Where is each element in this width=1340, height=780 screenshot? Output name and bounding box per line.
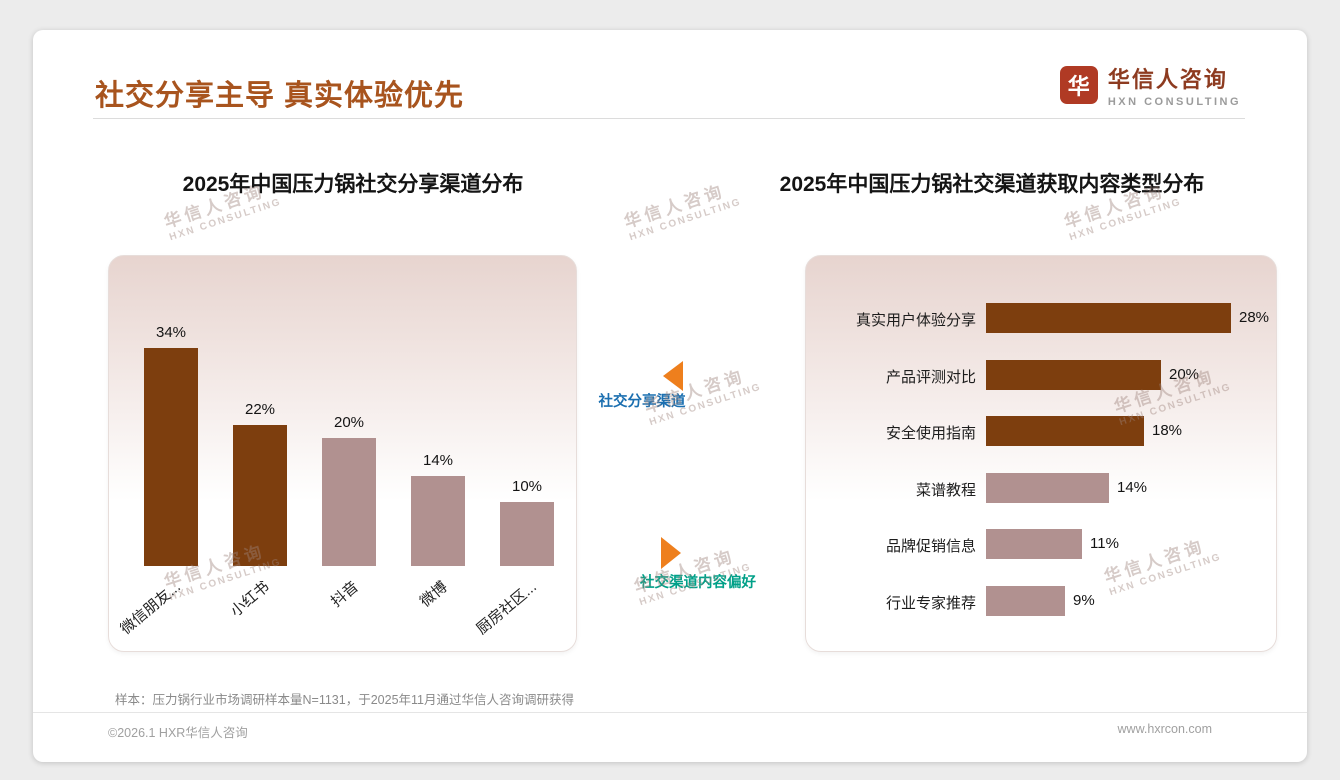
- hbar-category-5: 品牌促销信息: [885, 538, 976, 555]
- watermark-2: 华信人咨询 HXN CONSULTING: [621, 181, 743, 244]
- share-channel-chart: 34% 微信朋友... 22% 小红书 20% 抖音 14% 微博 10% 厨房社区...: [109, 256, 576, 651]
- vbar-2: [233, 425, 287, 566]
- vbar-1: [144, 348, 198, 566]
- source-note: 样本：压力锅行业市场调研样本量N=1131，于2025年11月通过华信人咨询调研…: [115, 693, 574, 707]
- vbar-category-1: 微信朋友...: [117, 578, 184, 638]
- logo-icon: 华: [1059, 66, 1098, 104]
- hbar-value-1: 28%: [1239, 309, 1270, 326]
- hbar-value-2: 20%: [1169, 366, 1200, 383]
- header-divider: [93, 118, 1245, 119]
- vbar-category-4: 微博: [416, 578, 451, 611]
- hbar-4: [986, 473, 1109, 503]
- slide-card: 社交分享主导 真实体验优先 华 华信人咨询 HXN CONSULTING 202…: [33, 30, 1307, 762]
- vbar-category-5: 厨房社区...: [473, 578, 540, 638]
- hbar-6: [986, 586, 1065, 616]
- hbar-category-2: 产品评测对比: [885, 369, 976, 386]
- vbar-value-4: 14%: [422, 452, 454, 469]
- share-channels-label: 社交分享渠道: [598, 394, 686, 410]
- hbar-value-6: 9%: [1073, 592, 1095, 609]
- hbar-2: [986, 360, 1161, 390]
- share-channel-chart-panel: 34% 微信朋友... 22% 小红书 20% 抖音 14% 微博 10% 厨房社区...: [108, 255, 577, 652]
- hbar-1: [986, 303, 1231, 333]
- hbar-category-3: 安全使用指南: [885, 425, 976, 442]
- hbar-category-6: 行业专家推荐: [885, 595, 976, 612]
- vbar-value-1: 34%: [155, 324, 187, 341]
- vbar-3: [322, 438, 376, 566]
- hbar-5: [986, 529, 1082, 559]
- logo-tagline: HXN CONSULTING: [1107, 96, 1241, 108]
- page-title: 社交分享主导 真实体验优先: [95, 80, 465, 112]
- hbar-3: [986, 416, 1144, 446]
- left-chart-title: 2025年中国压力锅社交分享渠道分布: [182, 173, 524, 196]
- vbar-5: [500, 502, 554, 566]
- logo: 华 华信人咨询 HXN CONSULTING: [1059, 62, 1241, 108]
- vbar-category-2: 小红书: [227, 578, 273, 621]
- footer-url: www.hxrcon.com: [1117, 722, 1212, 736]
- footer-divider: [33, 712, 1307, 713]
- hbar-value-5: 11%: [1090, 535, 1119, 552]
- footer-copyright: ©2026.1 HXR华信人咨询: [108, 726, 248, 740]
- content-type-chart: 真实用户体验分享 28% 产品评测对比 20% 安全使用指南 18% 菜谱教程 14% 品牌促销…: [806, 256, 1276, 651]
- vbar-4: [411, 476, 465, 566]
- content-type-chart-panel: 真实用户体验分享 28% 产品评测对比 20% 安全使用指南 18% 菜谱教程 14% 品牌促销…: [805, 255, 1277, 652]
- hbar-value-3: 18%: [1152, 422, 1183, 439]
- vbar-value-5: 10%: [511, 478, 543, 495]
- left-arrow-icon: [663, 361, 683, 391]
- right-arrow-icon: [661, 537, 681, 569]
- vbar-value-3: 20%: [333, 414, 365, 431]
- right-chart-title: 2025年中国压力锅社交渠道获取内容类型分布: [779, 173, 1205, 196]
- vbar-category-3: 抖音: [327, 578, 362, 611]
- hbar-value-4: 14%: [1117, 479, 1148, 496]
- hbar-category-1: 真实用户体验分享: [855, 312, 976, 329]
- content-preference-label: 社交渠道内容偏好: [640, 575, 756, 591]
- hbar-category-4: 菜谱教程: [915, 482, 976, 499]
- vbar-value-2: 22%: [244, 401, 276, 418]
- logo-text: 华信人咨询 HXN CONSULTING: [1108, 62, 1241, 108]
- logo-name: 华信人咨询: [1107, 67, 1228, 92]
